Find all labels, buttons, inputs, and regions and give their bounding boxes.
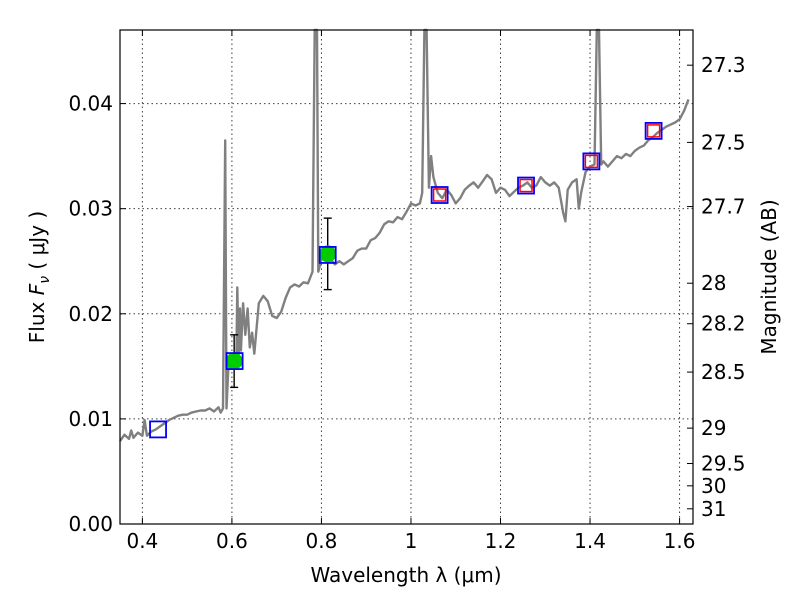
y-tick-label: 0.04 bbox=[68, 92, 113, 116]
tick-layer: 0.4 0.6 0.8 1 1.2 1.4 1.6 0.00 0.01 0.02 0.03 0.04 2… bbox=[68, 30, 746, 553]
mag-tick-label: 31 bbox=[701, 497, 726, 521]
observed-point bbox=[319, 245, 337, 263]
model-photometry-point bbox=[517, 176, 535, 195]
x-tick-label: 1.6 bbox=[664, 529, 696, 553]
mag-tick-label: 27.7 bbox=[701, 195, 746, 219]
x-tick-label: 1.2 bbox=[485, 529, 517, 553]
x-tick-label: 0.6 bbox=[216, 529, 248, 553]
y-axis-title-symbol: F bbox=[25, 283, 49, 295]
model-photometry-point bbox=[318, 246, 337, 264]
red-marker bbox=[432, 188, 447, 202]
mag-tick-label: 27.3 bbox=[701, 53, 746, 77]
y-axis-title: Flux Fν ( μJy ) bbox=[25, 211, 53, 343]
grid-layer bbox=[120, 30, 693, 525]
mag-tick-label: 28 bbox=[701, 271, 726, 295]
mag-tick-label: 29 bbox=[701, 416, 726, 440]
mag-tick-label: 30 bbox=[701, 474, 726, 498]
x-tick-label: 0.8 bbox=[306, 529, 338, 553]
mag-tick-label: 28.2 bbox=[701, 312, 746, 336]
mag-tick-label: 28.5 bbox=[701, 360, 746, 384]
model-photometry-point bbox=[225, 352, 244, 370]
mag-tick-label: 29.5 bbox=[701, 452, 746, 476]
red-marker bbox=[584, 154, 599, 169]
plot-frame bbox=[119, 29, 694, 525]
x-axis-title: Wavelength λ (μm) bbox=[310, 563, 501, 587]
y-axis-title-prefix: Flux bbox=[25, 295, 49, 343]
y-tick-label: 0.00 bbox=[68, 512, 113, 536]
model-photometry-point bbox=[644, 122, 663, 140]
y-tick-label: 0.03 bbox=[68, 197, 113, 221]
y-tick-label: 0.01 bbox=[68, 407, 113, 431]
series-layer bbox=[119, 28, 690, 442]
x-tick-label: 1.4 bbox=[574, 529, 606, 553]
y-axis-title-unit: ( μJy ) bbox=[25, 211, 49, 276]
y-tick-label: 0.02 bbox=[68, 302, 113, 326]
mag-tick-label: 27.5 bbox=[701, 130, 746, 154]
y2-axis-title: Magnitude (AB) bbox=[757, 199, 781, 354]
x-tick-label: 0.4 bbox=[126, 529, 158, 553]
model-photometry-point bbox=[149, 420, 167, 439]
red-marker bbox=[646, 124, 661, 138]
red-marker bbox=[519, 178, 533, 193]
model-photometry-point bbox=[582, 152, 601, 171]
model-photometry-point bbox=[430, 186, 449, 204]
marker-layer bbox=[149, 122, 663, 439]
spectrum-line bbox=[119, 28, 690, 442]
x-tick-label: 1 bbox=[405, 529, 418, 553]
observed-point bbox=[225, 352, 243, 370]
y-axis-title-subscript: ν bbox=[37, 276, 53, 284]
